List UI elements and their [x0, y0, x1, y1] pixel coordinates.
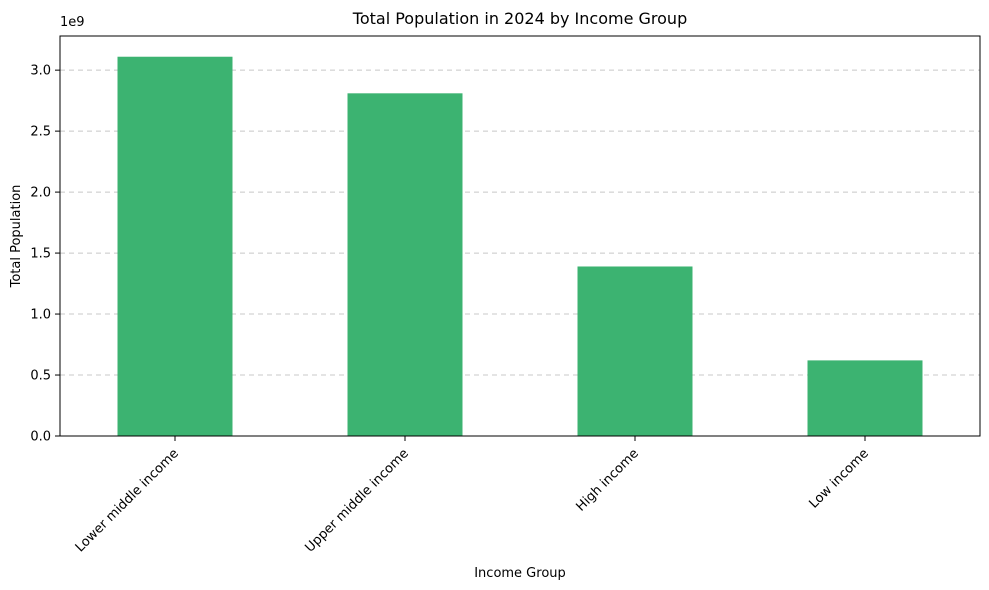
y-tick-label: 3.0 [30, 64, 51, 79]
y-tick-label: 2.0 [30, 186, 51, 201]
bar [117, 56, 233, 436]
x-tick-label: Lower middle income [73, 446, 182, 555]
x-axis-ticks: Lower middle income Upper middle income Hi… [73, 436, 872, 556]
x-tick-label: High income [574, 446, 642, 514]
bar [577, 266, 693, 436]
x-tick-label: Upper middle income [302, 446, 411, 555]
y-axis-ticks: 0.0 0.5 1.0 1.5 2.0 2.5 3.0 [30, 64, 60, 445]
y-axis-label: Total Population [9, 185, 24, 289]
bars [117, 56, 923, 436]
x-axis-label: Income Group [474, 566, 566, 581]
plot-frame [59, 35, 981, 437]
y-tick-label: 1.5 [30, 247, 51, 262]
chart-title: Total Population in 2024 by Income Group [352, 9, 687, 28]
y-tick-label: 0.0 [30, 430, 51, 445]
bar [347, 93, 463, 436]
y-tick-label: 0.5 [30, 369, 51, 384]
x-tick-label: Low income [807, 446, 872, 511]
y-tick-label: 1.0 [30, 308, 51, 323]
y-tick-label: 2.5 [30, 125, 51, 140]
y-axis-offset-label: 1e9 [60, 15, 85, 30]
bar [807, 360, 923, 436]
